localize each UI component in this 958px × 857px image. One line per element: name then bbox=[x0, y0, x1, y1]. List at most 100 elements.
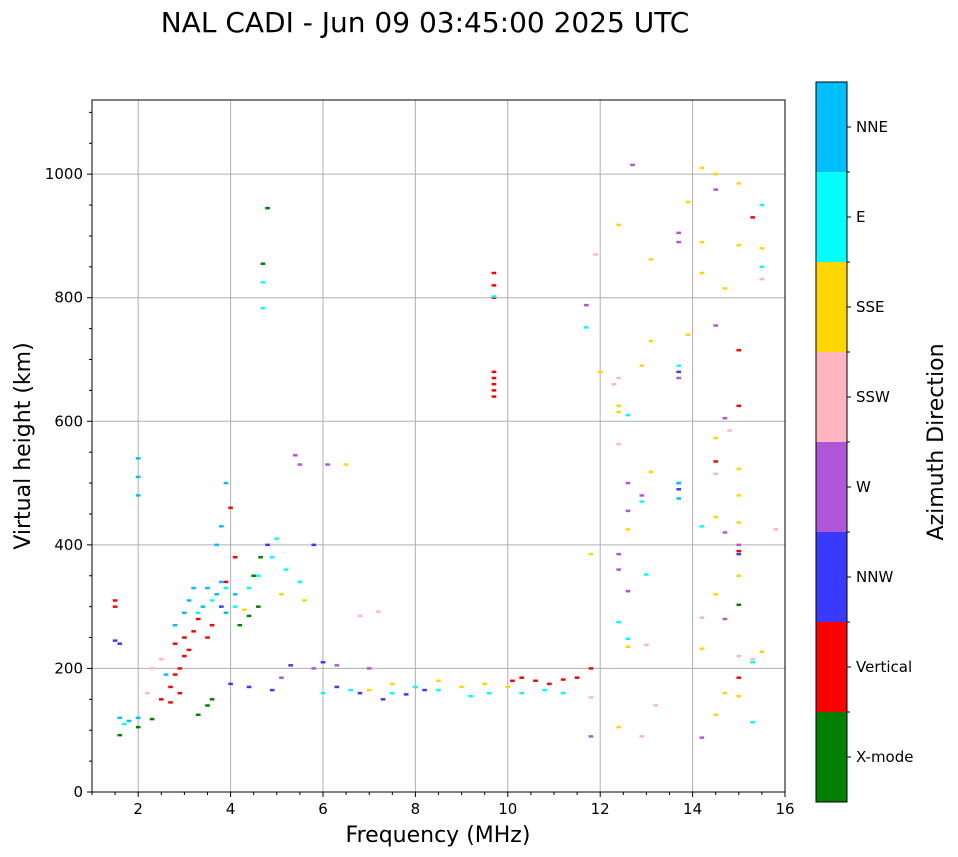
data-point bbox=[112, 639, 118, 642]
data-point bbox=[685, 333, 691, 337]
data-point bbox=[205, 704, 210, 707]
data-point bbox=[676, 376, 682, 380]
data-point bbox=[736, 243, 742, 247]
data-point bbox=[135, 725, 141, 729]
data-point bbox=[519, 691, 524, 695]
data-point bbox=[713, 460, 719, 463]
data-point bbox=[168, 685, 173, 689]
data-point bbox=[145, 691, 150, 695]
data-point bbox=[736, 467, 742, 471]
data-point bbox=[676, 481, 682, 485]
data-point bbox=[357, 614, 363, 618]
data-point bbox=[117, 642, 123, 645]
data-point bbox=[759, 203, 765, 207]
data-point bbox=[644, 643, 649, 647]
data-point bbox=[260, 281, 266, 284]
x-tick-label: 16 bbox=[775, 800, 794, 818]
data-point bbox=[713, 593, 719, 596]
data-point bbox=[251, 574, 257, 577]
data-point bbox=[699, 525, 705, 528]
data-point bbox=[644, 573, 649, 576]
data-point bbox=[736, 182, 742, 185]
data-point bbox=[232, 605, 238, 608]
data-point bbox=[722, 617, 728, 621]
data-point bbox=[149, 667, 155, 670]
data-point bbox=[505, 685, 511, 689]
data-point bbox=[519, 676, 524, 679]
data-point bbox=[648, 339, 654, 343]
data-point bbox=[311, 667, 317, 670]
data-point bbox=[736, 404, 742, 408]
colorbar-swatch-nne bbox=[816, 82, 847, 172]
data-point bbox=[639, 364, 645, 367]
x-tick-label: 14 bbox=[683, 800, 702, 818]
data-point bbox=[228, 506, 233, 510]
data-point bbox=[334, 685, 340, 689]
data-point bbox=[228, 682, 233, 686]
data-point bbox=[630, 163, 635, 167]
data-point bbox=[713, 436, 719, 440]
data-point bbox=[191, 630, 196, 633]
data-point bbox=[699, 616, 705, 619]
x-tick-label: 8 bbox=[411, 800, 421, 818]
data-point bbox=[560, 678, 566, 681]
data-point bbox=[574, 676, 580, 679]
colorbar-tick-label: NNE bbox=[856, 118, 888, 136]
data-point bbox=[616, 442, 621, 446]
data-point bbox=[593, 253, 598, 256]
series-w bbox=[279, 163, 742, 739]
data-point bbox=[325, 463, 330, 466]
data-point bbox=[191, 586, 196, 590]
colorbar-tick-label: NNW bbox=[856, 568, 893, 586]
data-point bbox=[389, 682, 395, 686]
data-point bbox=[584, 326, 589, 329]
x-tick-label: 4 bbox=[226, 800, 236, 818]
data-point bbox=[232, 555, 238, 559]
chart-title: NAL CADI - Jun 09 03:45:00 2025 UTC bbox=[161, 6, 690, 39]
data-point bbox=[676, 240, 682, 244]
data-point bbox=[625, 481, 631, 485]
colorbar: X-mode Vertical NNW W SSW SSE E NNE bbox=[815, 81, 913, 803]
data-point bbox=[588, 552, 594, 556]
data-point bbox=[616, 223, 621, 227]
data-point bbox=[413, 685, 418, 689]
data-point bbox=[177, 667, 183, 670]
data-point bbox=[676, 497, 682, 500]
data-point bbox=[736, 549, 742, 553]
data-point bbox=[219, 525, 224, 528]
data-point bbox=[491, 284, 497, 287]
data-point bbox=[219, 580, 224, 584]
colorbar-tick-label: Vertical bbox=[856, 658, 912, 676]
data-point bbox=[269, 688, 275, 692]
series-vertical bbox=[112, 216, 755, 704]
series-x-mode bbox=[117, 206, 742, 737]
data-point bbox=[389, 691, 395, 695]
data-point bbox=[237, 623, 243, 627]
data-point bbox=[223, 481, 229, 485]
data-point bbox=[265, 206, 270, 210]
data-point bbox=[205, 586, 210, 590]
data-point bbox=[611, 382, 617, 386]
data-point bbox=[750, 657, 755, 661]
data-point bbox=[172, 642, 178, 645]
data-point bbox=[482, 682, 488, 686]
series-nnw bbox=[112, 370, 742, 701]
data-point bbox=[117, 716, 123, 720]
data-point bbox=[260, 262, 266, 265]
data-point bbox=[232, 593, 238, 596]
data-point bbox=[736, 694, 742, 698]
data-point bbox=[302, 599, 307, 602]
x-tick-label: 12 bbox=[591, 800, 610, 818]
data-point bbox=[736, 543, 742, 547]
colorbar-swatch-x-mode bbox=[816, 712, 847, 802]
data-point bbox=[117, 733, 123, 737]
data-point bbox=[219, 605, 224, 608]
data-point bbox=[182, 654, 187, 658]
data-point bbox=[246, 614, 252, 618]
colorbar-tick-label: SSW bbox=[856, 388, 890, 406]
data-point bbox=[177, 691, 183, 695]
data-point bbox=[195, 611, 201, 615]
data-point bbox=[699, 271, 705, 275]
data-point bbox=[616, 620, 621, 624]
data-point bbox=[149, 717, 155, 721]
